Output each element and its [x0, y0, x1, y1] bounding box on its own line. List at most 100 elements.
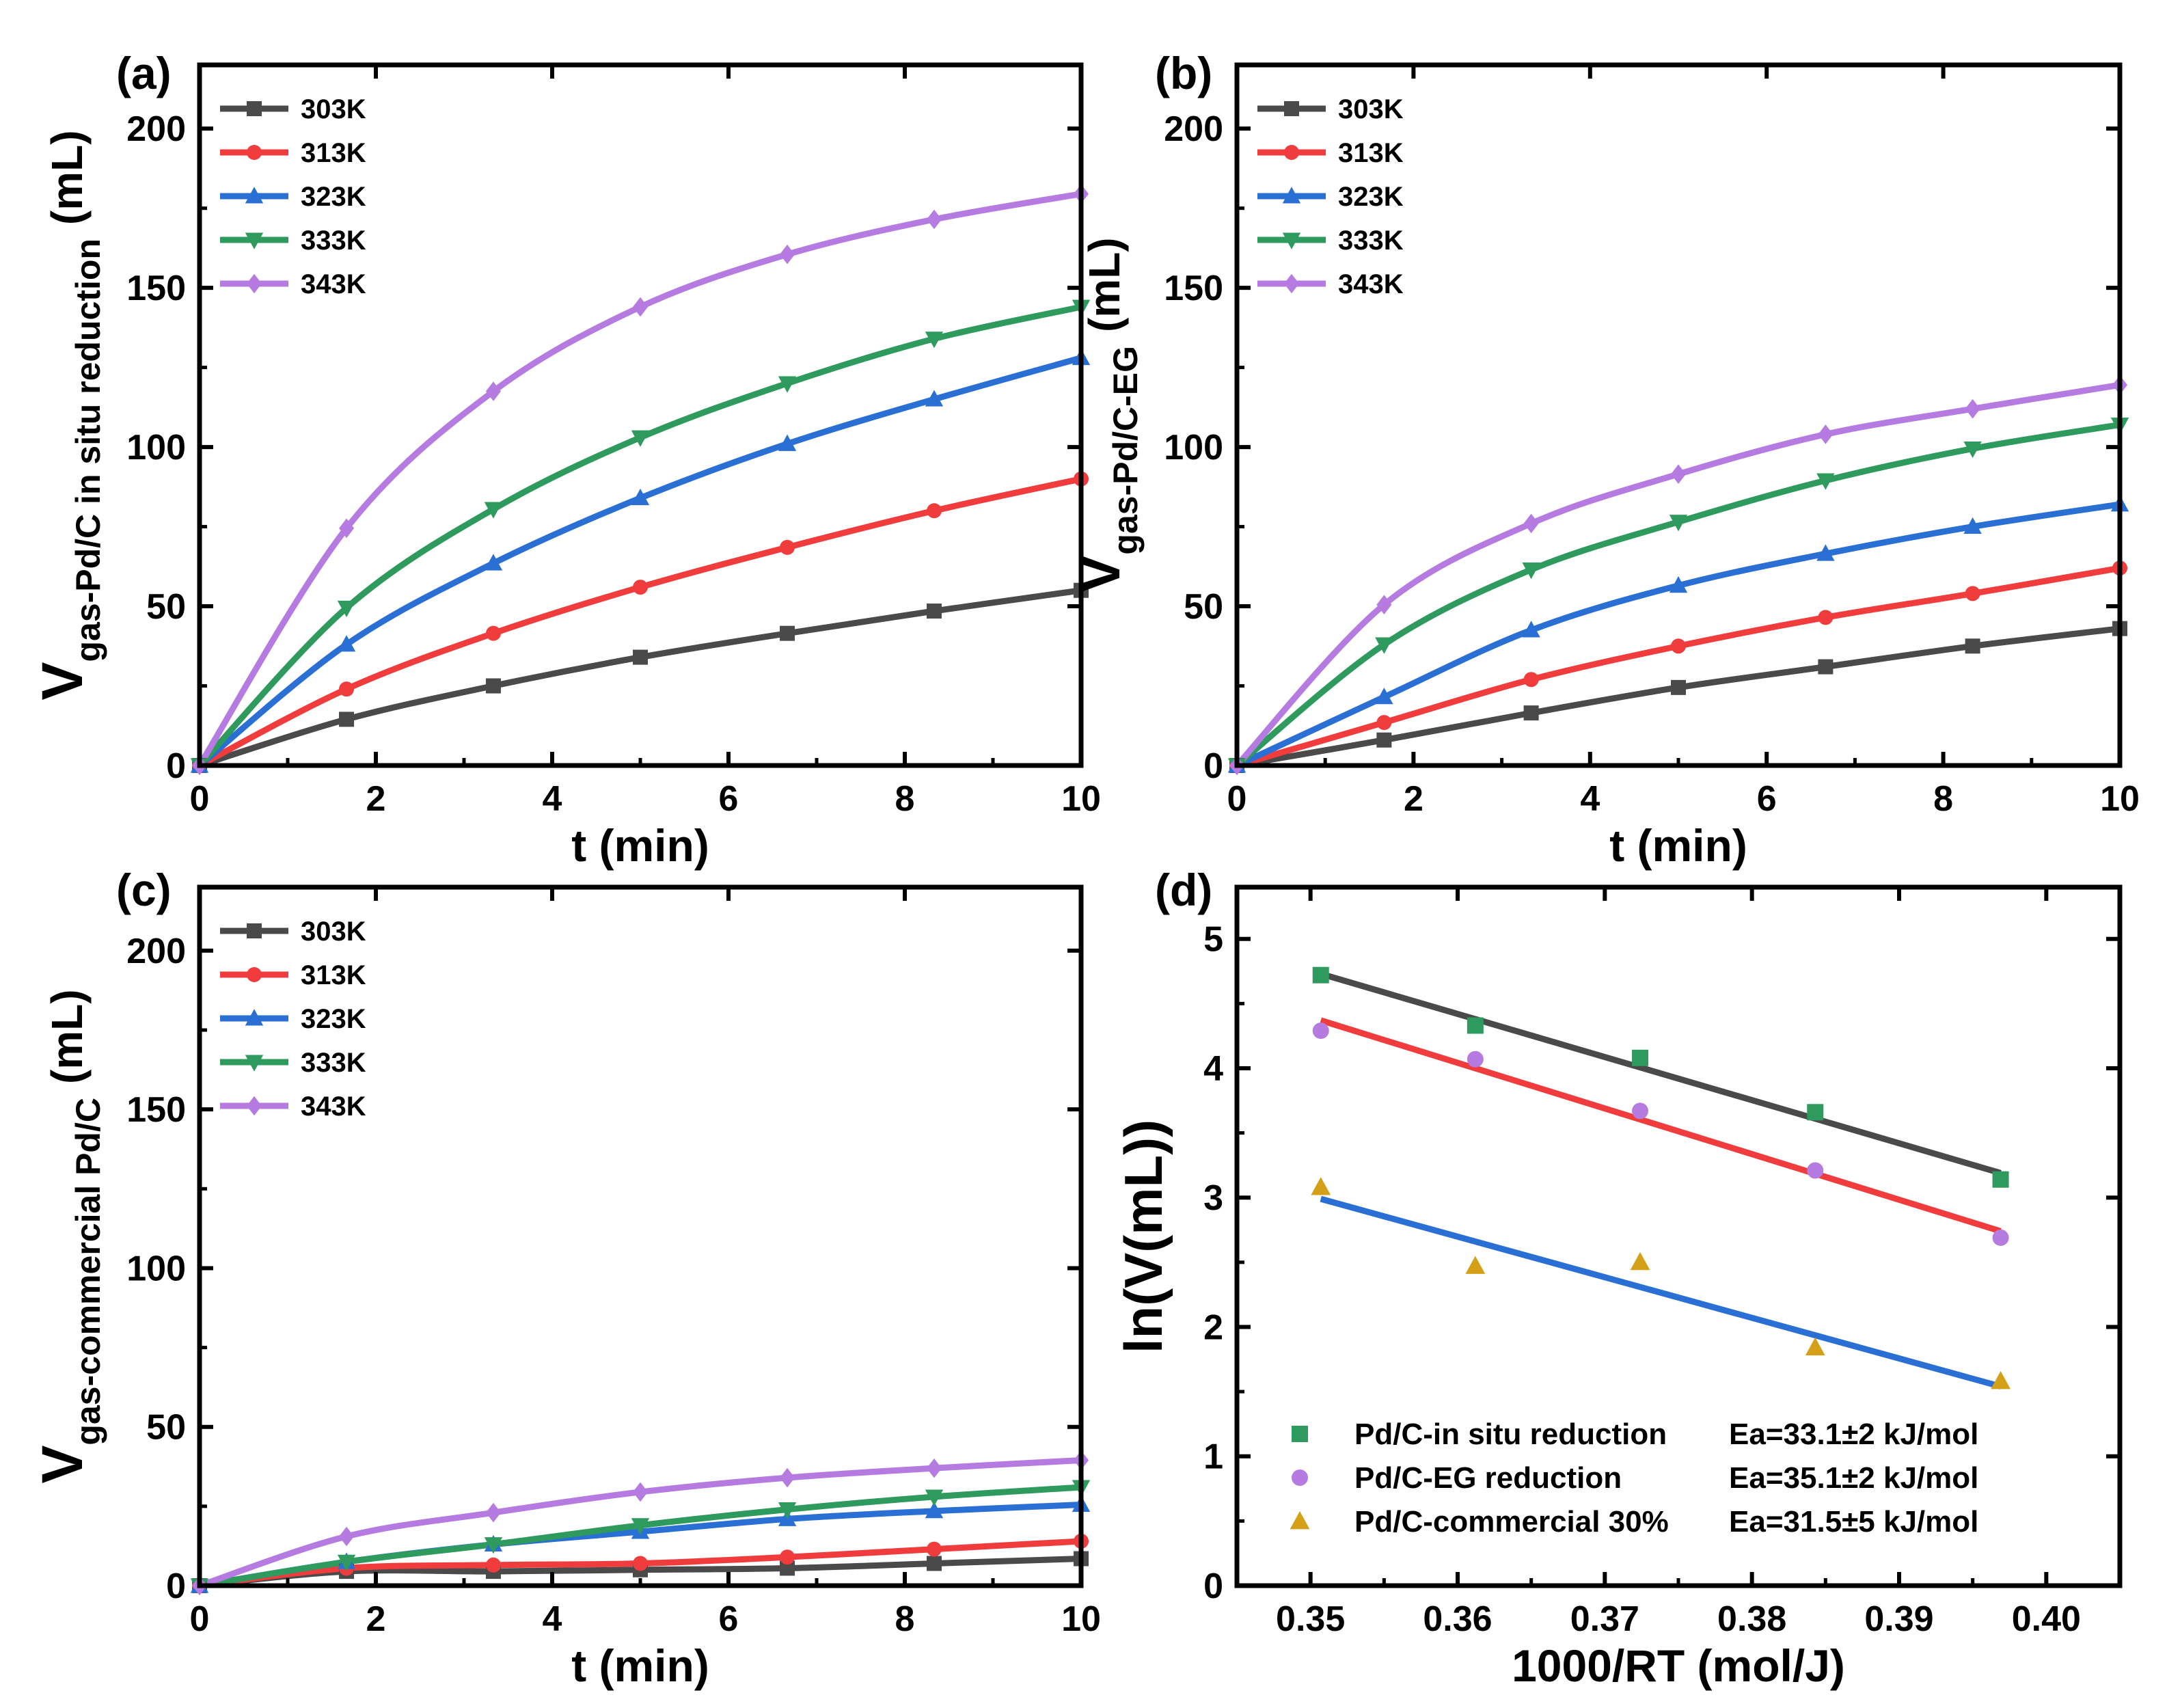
panel-a-series-313K-point	[339, 681, 355, 697]
panel-d-data-point-2	[1630, 1251, 1650, 1271]
panel-a-series-343K-point	[485, 381, 501, 401]
panel-c-series-343K-point	[780, 1467, 795, 1488]
panel-b-legend-343K-marker	[1284, 273, 1299, 294]
panel-c-series-333K-point	[337, 1554, 356, 1571]
panel-c-y-tick-label: 0	[166, 1567, 186, 1606]
panel-a-y-axis-title-unit: (mL)	[42, 130, 92, 225]
panel-a-series-313K-point	[633, 580, 648, 595]
panel-a-legend-323K-label: 323K	[301, 182, 366, 212]
panel-c-series-313K-point	[485, 1557, 501, 1573]
panel-c-series-333K-point	[925, 1489, 944, 1506]
panel-b-series-343K-point	[1523, 513, 1539, 534]
panel-c-y-tick-label: 150	[126, 1090, 186, 1130]
panel-d-data-point-2	[1805, 1337, 1825, 1356]
panel-c-y-tick-label: 200	[126, 932, 186, 971]
panel-d-y-tick-label: 1	[1203, 1437, 1223, 1477]
panel-d-data-point-0	[1312, 966, 1329, 984]
panel-a-series-303K-point	[926, 604, 942, 619]
panel-d-y-tick-label: 3	[1203, 1178, 1223, 1218]
panel-a-series-303K-point	[780, 625, 795, 641]
panel-a-series-333K-point	[778, 376, 797, 393]
panel-c-y-axis-title: Vgas-commercial Pd/C (mL)	[30, 989, 107, 1483]
panel-b-series-343K-point	[1376, 595, 1392, 615]
panel-a-legend-343K-marker	[247, 273, 262, 294]
panel-b-legend-303K-marker	[1284, 101, 1299, 116]
panel-a-series-343K-point	[780, 244, 795, 265]
panel-d-x-tick-label: 0.36	[1423, 1599, 1492, 1639]
panel-c-legend-333K-label: 333K	[301, 1048, 366, 1078]
panel-a-series-343K-point	[633, 297, 648, 317]
panel-a-series-313K-point	[926, 503, 942, 519]
panel-a-y-axis-title-main: V	[30, 662, 94, 701]
panel-c-legend-313K-label: 313K	[301, 960, 366, 990]
panel-d-y-tick-label: 4	[1203, 1049, 1223, 1089]
panel-c-x-tick-label: 2	[366, 1599, 386, 1639]
panel-a-x-tick-label: 4	[543, 779, 562, 819]
panel-d-legend-ea-1: Ea=35.1±2 kJ/mol	[1729, 1461, 1978, 1495]
panel-a-legend-323K-marker	[245, 187, 264, 204]
panel-c-series-313K-point	[926, 1541, 942, 1557]
panel-c-y-tick-label: 50	[146, 1408, 186, 1448]
panel-a-x-axis-title: t (min)	[571, 820, 709, 871]
panel-c-legend-303K-label: 303K	[301, 917, 366, 947]
panel-a-series-323K-point	[484, 554, 503, 571]
panel-a-series-333K-point	[631, 430, 650, 447]
panel-b-series-323K-point	[1669, 576, 1688, 593]
panel-b-y-axis-title-sub: gas-Pd/C-EG	[1106, 346, 1145, 555]
panel-d-data-point-0	[1807, 1104, 1824, 1121]
panel-d-x-tick-label: 0.38	[1717, 1599, 1786, 1639]
panel-b-series-303K-point	[1965, 638, 1980, 654]
panel-b-series-343K-point	[1671, 464, 1686, 484]
panel-d-x-axis-title: 1000/RT (mol/J)	[1512, 1640, 1845, 1691]
panel-d-data-point-0	[1467, 1017, 1484, 1034]
panel-a-series-303K-point	[485, 678, 501, 694]
panel-d-legend-ea-0: Ea=33.1±2 kJ/mol	[1729, 1418, 1978, 1451]
panel-c-y-axis-title-sub: gas-commercial Pd/C	[69, 1098, 107, 1446]
panel-d-data-point-1	[1467, 1050, 1484, 1068]
panel-c-x-tick-label: 4	[543, 1599, 562, 1639]
panel-d-data-point-1	[1312, 1022, 1329, 1040]
panel-c-legend-343K-marker	[247, 1096, 262, 1116]
panel-d-y-axis-title: ln(V(mL))	[1113, 1120, 1173, 1353]
panel-d-legend-marker-0	[1292, 1426, 1308, 1442]
panel-c-x-tick-label: 6	[719, 1599, 739, 1639]
panel-a-x-tick-label: 6	[719, 779, 739, 819]
panel-d-y-tick-label: 0	[1203, 1567, 1223, 1606]
panel-c-x-tick-label: 0	[190, 1599, 210, 1639]
panel-b-y-axis-title: Vgas-Pd/C-EG (mL)	[1067, 237, 1145, 593]
panel-a-y-tick-label: 200	[126, 109, 186, 149]
panel-b-series-333K-point	[1669, 515, 1688, 532]
panel-a-series-303K-point	[633, 649, 648, 665]
panel-b-series-333K-point	[1816, 473, 1835, 490]
panel-d-legend-label-1: Pd/C-EG reduction	[1354, 1461, 1622, 1495]
panel-b-series-313K-point	[1671, 638, 1686, 654]
panel-c-series-303K-point	[926, 1556, 942, 1571]
panel-a-y-axis-title: Vgas-Pd/C in situ reduction (mL)	[30, 130, 107, 700]
panel-a-y-tick-label: 0	[166, 746, 186, 786]
panel-d-label: (d)	[1155, 865, 1212, 915]
panel-a-series-323K-point	[778, 434, 797, 451]
panel-d-data-point-1	[1992, 1229, 2009, 1246]
panel-a-x-tick-label: 0	[190, 779, 210, 819]
panel-b-x-tick-label: 4	[1580, 779, 1600, 819]
panel-b-legend-333K-label: 333K	[1338, 226, 1404, 256]
panel-d-x-tick-label: 0.35	[1276, 1599, 1345, 1639]
panel-a-x-tick-label: 2	[366, 779, 386, 819]
panel-b-legend-343K-label: 343K	[1338, 269, 1404, 299]
panel-b-series-333K-point	[1375, 637, 1393, 654]
panel-b-series-323K-point	[1522, 621, 1540, 638]
panel-b-label: (b)	[1155, 48, 1212, 98]
panel-b-series-303K-point	[1818, 659, 1834, 675]
panel-a-y-tick-label: 150	[126, 269, 186, 308]
panel-a-series-313K-point	[780, 539, 795, 555]
panel-a-y-axis-title-sub: gas-Pd/C in situ reduction	[69, 239, 107, 662]
panel-b-legend-323K-label: 323K	[1338, 182, 1404, 212]
panel-b-x-tick-label: 10	[2100, 779, 2140, 819]
panel-d-data-point-1	[1807, 1162, 1824, 1179]
panel-d: (d) 0.35 0.36 0.37 0.38 0.39 0.40 0 1 2 3 4 5 1000/RT…	[1113, 865, 2123, 1691]
panel-d-x-tick-label: 0.37	[1570, 1599, 1639, 1639]
panel-b-legend-303K-label: 303K	[1338, 94, 1404, 124]
panel-b-x-tick-label: 8	[1933, 779, 1953, 819]
panel-a-series-323K-point	[925, 390, 944, 407]
